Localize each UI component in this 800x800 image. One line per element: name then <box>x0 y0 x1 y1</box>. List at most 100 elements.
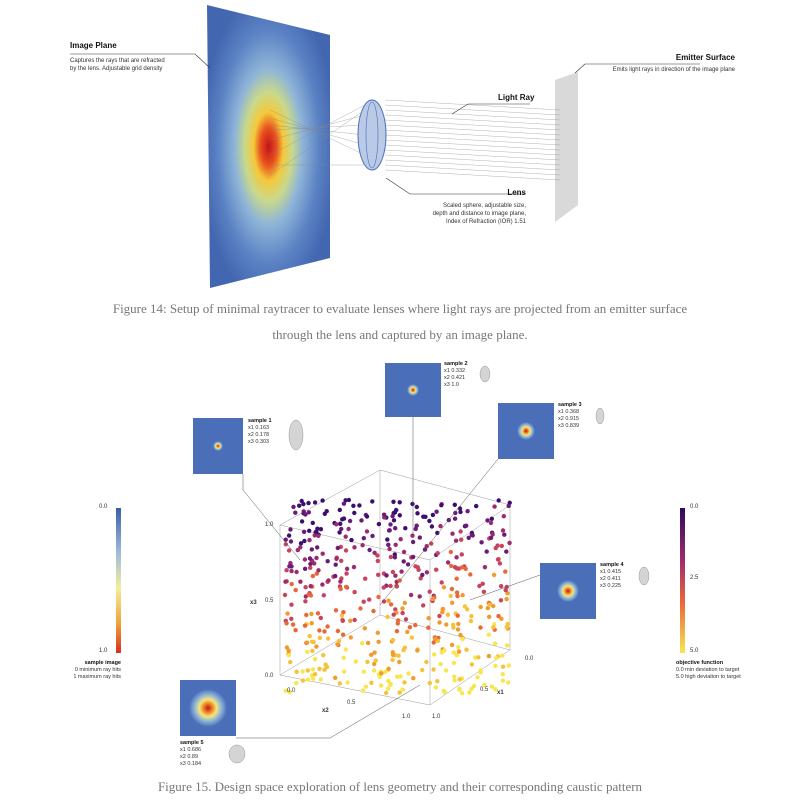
scatter-point <box>388 522 393 527</box>
x1-tick-2: 1.0 <box>432 714 441 720</box>
scatter-point <box>460 636 465 642</box>
sample-1-x1: x1 0.163 <box>248 425 270 431</box>
scatter-point <box>322 667 327 672</box>
scatter-point <box>325 636 331 641</box>
scatter-point <box>310 676 316 681</box>
scatter-point <box>455 593 460 599</box>
scatter-point <box>312 533 317 538</box>
scatter-point <box>314 529 319 535</box>
scatter-point <box>402 600 407 606</box>
scatter-point <box>464 523 469 528</box>
scatter-point <box>506 663 511 668</box>
scatter-point <box>282 592 288 598</box>
scatter-point <box>435 530 440 536</box>
image-plane-title: Image Plane <box>70 41 117 50</box>
scatter-point <box>477 583 482 589</box>
scatter-point <box>489 516 494 521</box>
scatter-point <box>503 569 508 574</box>
scatter-point <box>427 680 432 686</box>
scatter-point <box>486 632 491 637</box>
scatter-point <box>343 498 348 503</box>
sample-5-info: sample 5 x1 0.686 x2 0.89 x3 0.184 <box>180 740 204 768</box>
image-plane-desc-1: Captures the rays that are refracted <box>70 58 165 64</box>
axis-x2-label: x2 <box>322 708 329 714</box>
scatter-point <box>295 547 300 553</box>
figure-14-caption-line-1: Figure 14: Setup of minimal raytracer to… <box>112 301 688 316</box>
scatter-point <box>364 529 370 534</box>
scatter-point <box>427 589 432 594</box>
scatter-point <box>420 667 425 673</box>
scatter-point <box>363 684 369 689</box>
design-space-plot <box>116 363 685 764</box>
emitter-desc: Emits light rays in direction of the ima… <box>612 67 735 73</box>
scatter-point <box>315 611 321 616</box>
scatter-point <box>469 686 474 691</box>
scatter-point <box>435 679 440 684</box>
scatter-point <box>370 499 375 504</box>
scatter-point <box>344 571 349 576</box>
scatter-point <box>326 578 331 583</box>
scatter-point <box>456 645 461 650</box>
sample-1-x2: x2 0.178 <box>248 432 270 438</box>
scatter-point <box>308 561 313 567</box>
scatter-point <box>450 531 455 536</box>
scatter-point <box>405 562 411 567</box>
sample-2-x3: x3 1.0 <box>444 382 459 388</box>
scatter-point <box>283 537 288 542</box>
sample-1-thumb <box>193 418 243 474</box>
scatter-point <box>369 680 374 685</box>
scatter-point <box>457 506 463 511</box>
lens-desc: Scaled sphere, adjustable size, depth an… <box>340 202 526 226</box>
scatter-point <box>382 669 388 675</box>
scatter-point <box>499 616 504 621</box>
scatter-point <box>361 669 366 674</box>
scatter-point <box>506 680 511 685</box>
scatter-point <box>321 653 326 658</box>
scatter-point <box>307 556 313 561</box>
sample-2-x2: x2 0.421 <box>444 375 466 381</box>
scatter-point <box>481 589 487 594</box>
scatter-point <box>487 602 492 607</box>
figure-14-caption: Figure 14: Setup of minimal raytracer to… <box>40 296 760 348</box>
scatter-point <box>418 576 423 581</box>
scatter-point <box>360 543 365 548</box>
scatter-point <box>285 611 290 616</box>
scatter-point <box>439 650 444 655</box>
scatter-point <box>438 523 443 529</box>
scatter-point <box>413 526 418 532</box>
lens <box>357 99 387 171</box>
scatter-point <box>347 518 353 524</box>
scatter-point <box>473 655 478 660</box>
scatter-point <box>410 554 416 560</box>
sample-2-lens-icon <box>479 365 491 383</box>
scatter-point <box>455 627 461 632</box>
scatter-point <box>449 586 455 592</box>
scatter-point <box>333 675 338 680</box>
scatter-point <box>480 581 485 586</box>
scatter-point <box>395 674 400 679</box>
scatter-point <box>458 509 463 515</box>
scatter-point <box>437 613 442 619</box>
objective-legend-top: 0.0 <box>690 504 699 510</box>
scatter-point <box>454 576 459 581</box>
scatter-point <box>489 684 495 689</box>
scatter-point <box>451 660 456 666</box>
sample-image-legend-title: sample image <box>84 660 121 666</box>
scatter-point <box>397 659 402 665</box>
scatter-point <box>474 503 479 509</box>
scatter-point <box>439 503 444 508</box>
scatter-point <box>288 659 293 665</box>
scatter-point <box>409 635 414 640</box>
scatter-point <box>320 582 325 587</box>
scatter-point <box>317 635 322 641</box>
objective-legend-title: objective function <box>676 660 724 666</box>
scatter-point <box>434 509 439 514</box>
scatter-point <box>310 520 315 526</box>
sample-4-x2: x2 0.411 <box>600 576 621 582</box>
scatter-point <box>352 589 357 595</box>
scatter-point <box>310 573 316 579</box>
scatter-point <box>444 622 449 627</box>
scatter-point <box>400 606 405 611</box>
scatter-point <box>316 533 321 538</box>
scatter-point <box>290 622 296 627</box>
